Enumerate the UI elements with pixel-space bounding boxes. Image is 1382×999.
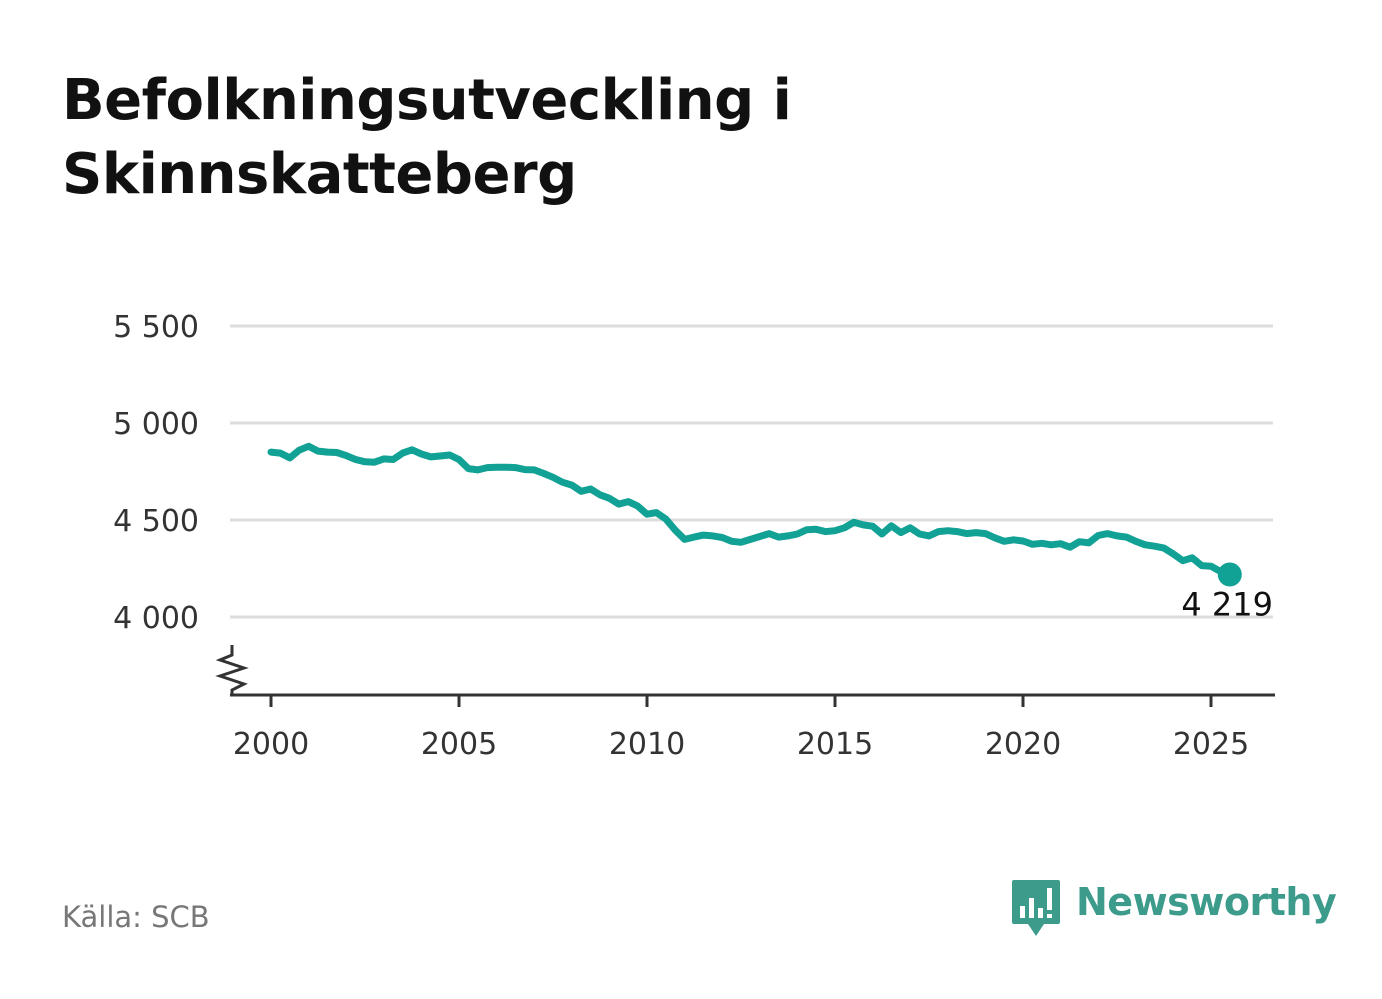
end-point-marker bbox=[1217, 562, 1242, 587]
newsworthy-logo: Newsworthy bbox=[1010, 878, 1337, 942]
x-tick-label: 2000 bbox=[233, 727, 309, 762]
y-tick-label: 5 000 bbox=[113, 407, 199, 442]
y-tick-label: 5 500 bbox=[113, 310, 199, 345]
x-tick-label: 2025 bbox=[1173, 727, 1249, 762]
chart-title: Befolkningsutveckling i Skinnskatteberg bbox=[62, 68, 792, 207]
y-tick-label: 4 500 bbox=[113, 504, 199, 539]
axis-break-zigzag bbox=[215, 645, 249, 695]
end-value-label: 4 219 bbox=[1181, 586, 1273, 624]
x-tick-label: 2005 bbox=[421, 727, 497, 762]
x-tick-label: 2015 bbox=[797, 727, 873, 762]
y-axis-ticks: 4 000 4 500 5 000 5 500 bbox=[113, 310, 199, 636]
source-credit: Källa: SCB bbox=[62, 900, 210, 934]
bar-chart-speech-bubble-icon bbox=[1012, 880, 1060, 936]
x-tick-label: 2010 bbox=[609, 727, 685, 762]
series-line bbox=[267, 442, 1234, 578]
y-axis-break bbox=[215, 645, 249, 695]
gridlines bbox=[230, 324, 1273, 619]
y-tick-label: 4 000 bbox=[113, 601, 199, 636]
x-axis-ticks: 2000 2005 2010 2015 2020 2025 bbox=[233, 695, 1249, 762]
brand-name: Newsworthy bbox=[1076, 880, 1337, 924]
x-tick-label: 2020 bbox=[985, 727, 1061, 762]
